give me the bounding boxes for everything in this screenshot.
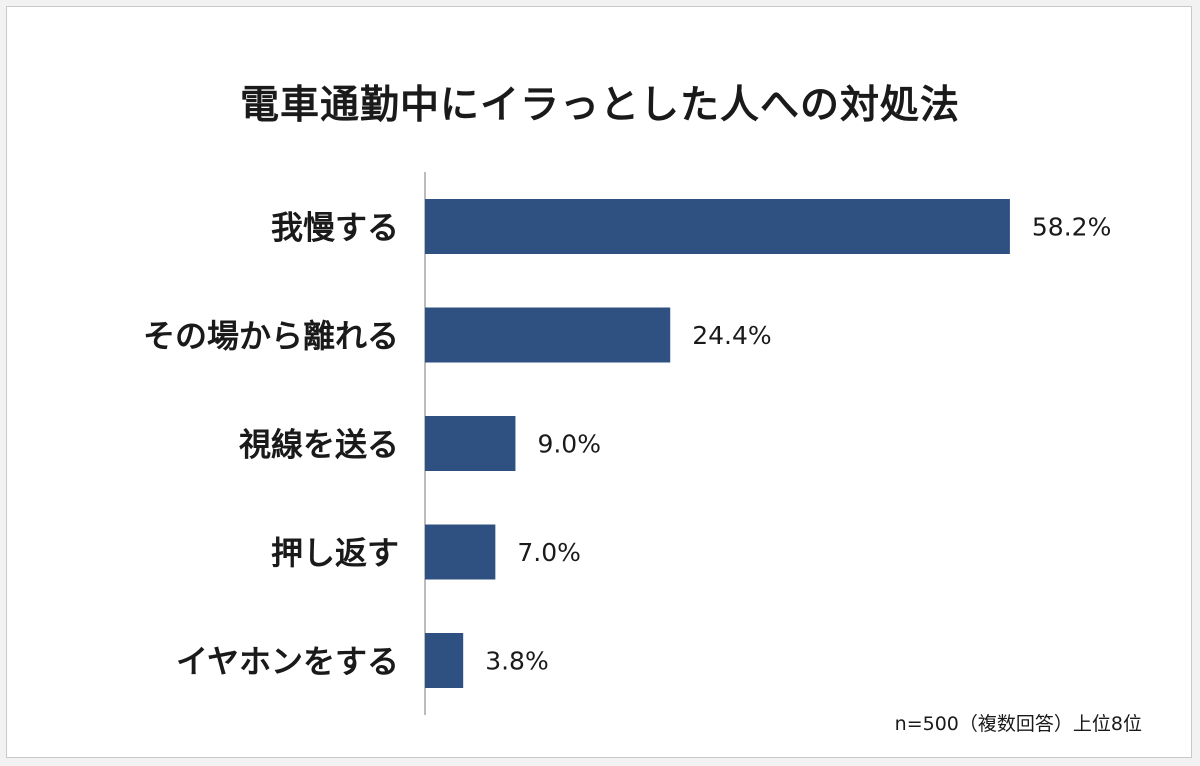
category-label-1: その場から離れる	[143, 317, 399, 355]
bar-2	[425, 416, 516, 471]
category-label-0: 我慢する	[271, 209, 399, 247]
value-label-4: 3.8%	[485, 647, 549, 676]
sample-note: n=500（複数回答）上位8位	[894, 713, 1142, 735]
value-label-0: 58.2%	[1032, 213, 1111, 242]
category-label-2: 視線を送る	[239, 426, 399, 464]
category-label-4: イヤホンをする	[176, 643, 399, 681]
value-label-2: 9.0%	[537, 430, 601, 459]
value-label-1: 24.4%	[692, 321, 771, 350]
bar-1	[425, 307, 671, 363]
value-label-3: 7.0%	[517, 538, 581, 567]
bar-4	[425, 633, 464, 688]
bar-0	[425, 199, 1010, 254]
chart-frame	[6, 6, 1192, 758]
bar-3	[425, 524, 496, 580]
bars-layer: 我慢する 58.2% その場から離れる 24.4% 視線を送る 9.0% 押し返す 7.0% イ…	[143, 172, 1111, 715]
category-label-3: 押し返す	[271, 534, 399, 572]
chart-title: 電車通勤中にイラっとした人への対処法	[239, 83, 960, 128]
